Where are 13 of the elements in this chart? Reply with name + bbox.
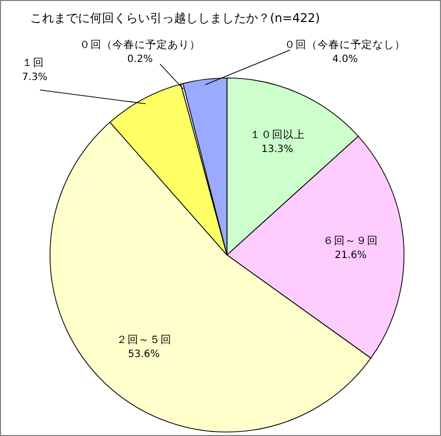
data-label: 4.0% (332, 54, 358, 65)
slice-label: １回 (22, 57, 44, 69)
slice-label: ０回（今春に予定なし） (284, 38, 406, 51)
data-label: 7.3% (22, 72, 48, 83)
data-label: 0.2% (127, 54, 153, 65)
slice-label: １０回以上 (250, 128, 305, 141)
slice-label: ２回～５回 (116, 334, 172, 346)
data-label: 13.3% (261, 144, 294, 155)
data-label: 53.6% (128, 348, 160, 360)
data-label: 21.6% (334, 250, 367, 261)
slice-label: ０回（今春に予定あり） (80, 38, 200, 51)
chart-title: これまでに何回くらい引っ越ししましたか？(n=422) (30, 11, 320, 25)
slice-label: ６回～９回 (323, 234, 378, 247)
